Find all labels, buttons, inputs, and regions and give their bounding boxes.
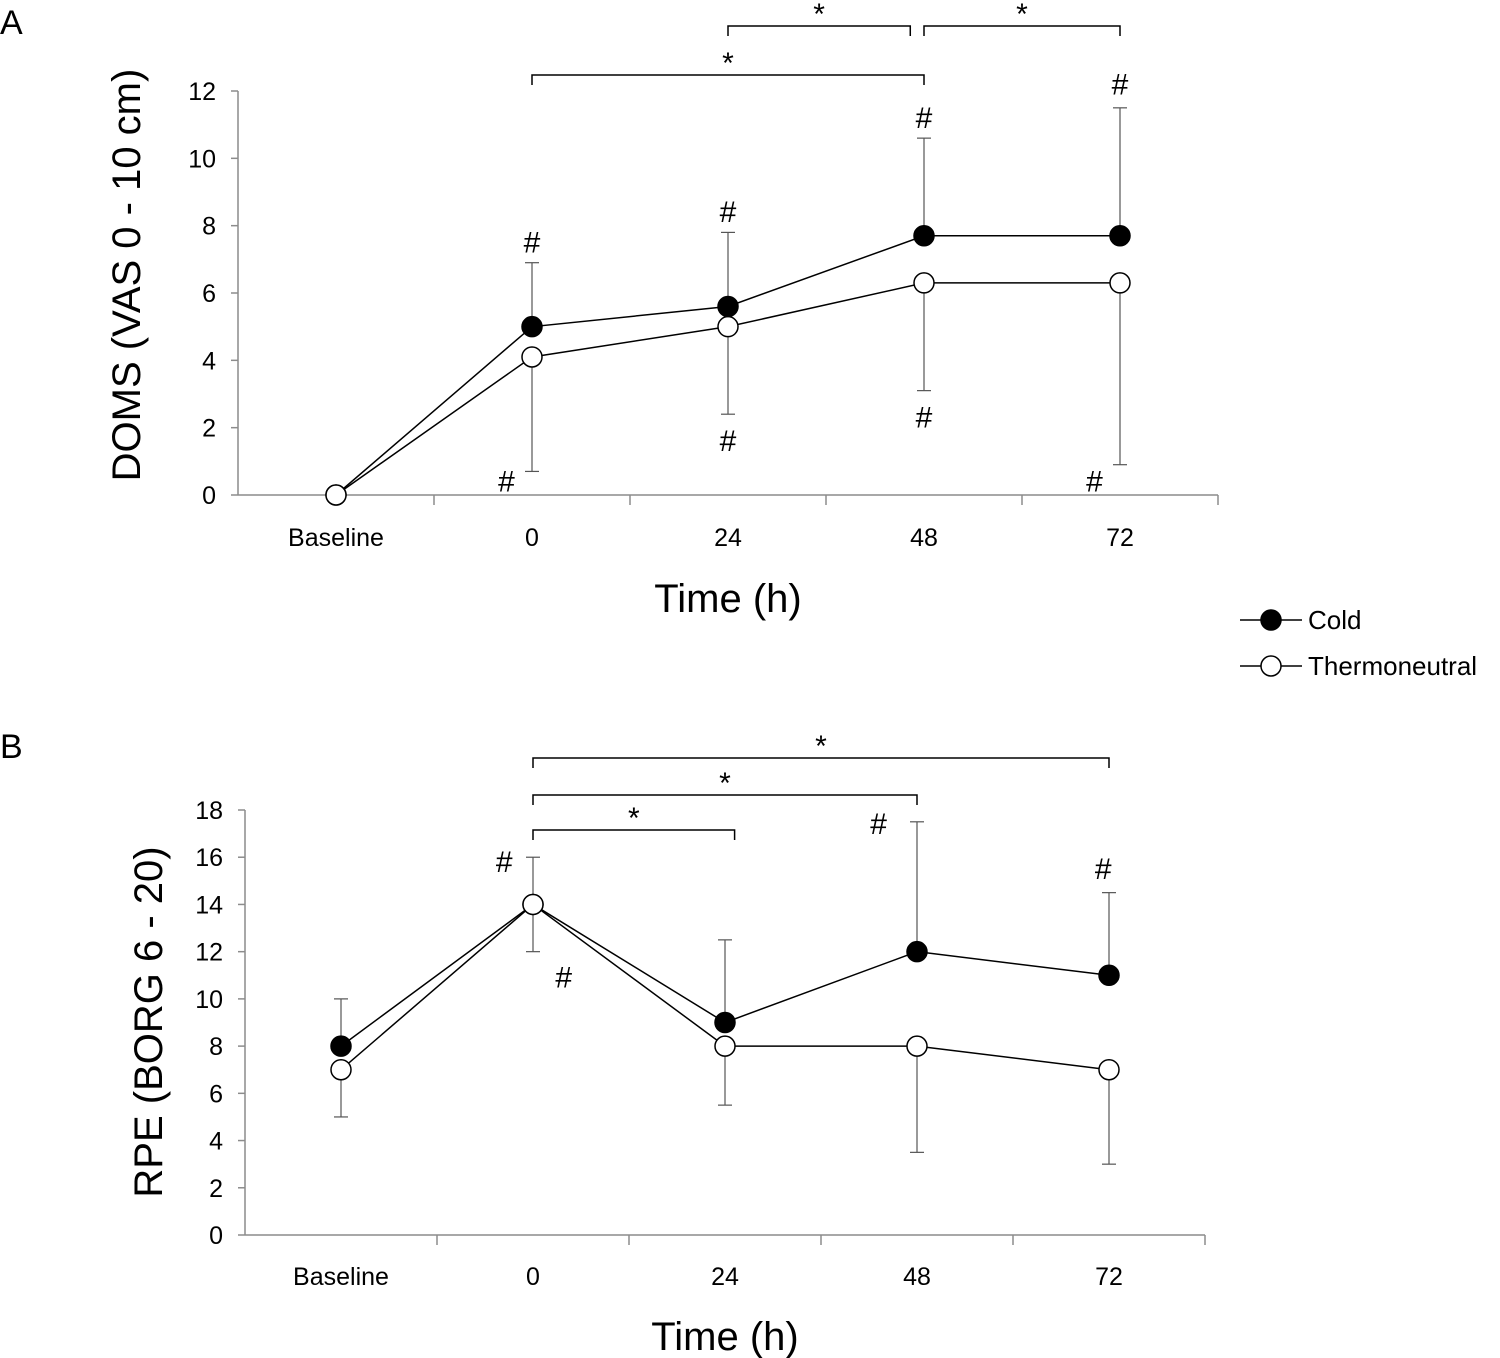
- data-point-cold: [906, 940, 928, 963]
- y-axis-title: DOMS (VAS 0 - 10 cm): [105, 69, 149, 482]
- data-point-thermoneutral: [913, 272, 935, 294]
- y-tick-label: 10: [188, 145, 216, 173]
- y-tick-label: 16: [195, 844, 223, 872]
- y-tick-label: 4: [202, 347, 216, 375]
- data-point-thermoneutral: [714, 1035, 736, 1057]
- legend: Cold Thermoneutral: [1240, 605, 1477, 681]
- data-point-thermoneutral: [1109, 272, 1131, 294]
- significance-hash: #: [720, 196, 737, 229]
- data-point-cold: [330, 1035, 352, 1057]
- significance-bracket: [923, 25, 1121, 36]
- data-point-thermoneutral: [906, 1035, 928, 1057]
- significance-hash: #: [720, 425, 737, 458]
- legend-thermoneutral-label: Thermoneutral: [1308, 651, 1477, 681]
- panel-letter: A: [0, 4, 23, 42]
- significance-hash: #: [870, 808, 887, 841]
- y-axis-title: RPE (BORG 6 - 20): [127, 846, 171, 1197]
- y-tick-label: 0: [209, 1222, 223, 1250]
- data-point-thermoneutral: [522, 893, 544, 916]
- y-tick-label: 6: [209, 1080, 223, 1108]
- data-point-cold: [717, 295, 739, 318]
- x-tick-label: 0: [526, 1263, 540, 1291]
- x-tick-label: 72: [1095, 1263, 1123, 1291]
- x-axis-title: Time (h): [654, 577, 801, 621]
- data-point-cold: [714, 1011, 736, 1034]
- significance-bracket: [532, 829, 736, 840]
- x-tick-label: 48: [903, 1263, 931, 1291]
- data-point-cold: [1098, 964, 1120, 987]
- significance-hash: #: [1086, 466, 1103, 499]
- significance-hash: #: [524, 227, 541, 260]
- significance-hash: #: [555, 962, 572, 995]
- significance-star: *: [815, 730, 827, 763]
- significance-bracket: [531, 74, 925, 85]
- y-tick-label: 8: [202, 213, 216, 241]
- y-tick-label: 18: [195, 797, 223, 825]
- x-tick-label: Baseline: [288, 524, 384, 552]
- y-tick-label: 12: [188, 78, 216, 106]
- significance-star: *: [628, 802, 640, 835]
- x-tick-label: 48: [910, 524, 938, 552]
- y-tick-label: 2: [209, 1175, 223, 1203]
- x-tick-label: 24: [711, 1263, 739, 1291]
- significance-hash: #: [916, 402, 933, 435]
- data-point-thermoneutral: [521, 346, 543, 368]
- legend-thermoneutral-marker: [1260, 655, 1282, 677]
- data-point-thermoneutral: [717, 315, 739, 338]
- significance-hash: #: [1112, 68, 1129, 101]
- x-tick-label: 0: [525, 524, 539, 552]
- significance-bracket: [727, 25, 912, 36]
- data-point-cold: [913, 225, 935, 247]
- y-tick-label: 6: [202, 280, 216, 308]
- y-tick-label: 14: [195, 891, 223, 919]
- significance-star: *: [813, 0, 825, 31]
- significance-hash: #: [1095, 853, 1112, 886]
- y-tick-label: 2: [202, 415, 216, 443]
- data-point-cold: [1109, 225, 1131, 247]
- significance-hash: #: [496, 846, 513, 879]
- x-tick-label: Baseline: [293, 1263, 389, 1291]
- y-tick-label: 0: [202, 482, 216, 510]
- legend-cold-label: Cold: [1308, 605, 1361, 635]
- data-point-thermoneutral: [1098, 1058, 1120, 1081]
- y-tick-label: 10: [195, 986, 223, 1014]
- y-tick-label: 12: [195, 939, 223, 967]
- x-axis-title: Time (h): [651, 1315, 798, 1358]
- data-point-cold: [521, 315, 543, 338]
- y-tick-label: 8: [209, 1033, 223, 1061]
- data-point-thermoneutral: [330, 1058, 352, 1081]
- significance-hash: #: [498, 466, 515, 499]
- panel-letter: B: [0, 728, 23, 766]
- significance-star: *: [719, 767, 731, 800]
- data-point-thermoneutral: [325, 484, 347, 506]
- significance-bracket: [532, 794, 918, 805]
- x-tick-label: 72: [1106, 524, 1134, 552]
- x-tick-label: 24: [714, 524, 742, 552]
- significance-hash: #: [916, 102, 933, 135]
- significance-bracket: [532, 757, 1110, 768]
- legend-cold-marker: [1260, 609, 1282, 631]
- significance-star: *: [1016, 0, 1028, 31]
- y-tick-label: 4: [209, 1128, 223, 1156]
- significance-star: *: [722, 47, 734, 80]
